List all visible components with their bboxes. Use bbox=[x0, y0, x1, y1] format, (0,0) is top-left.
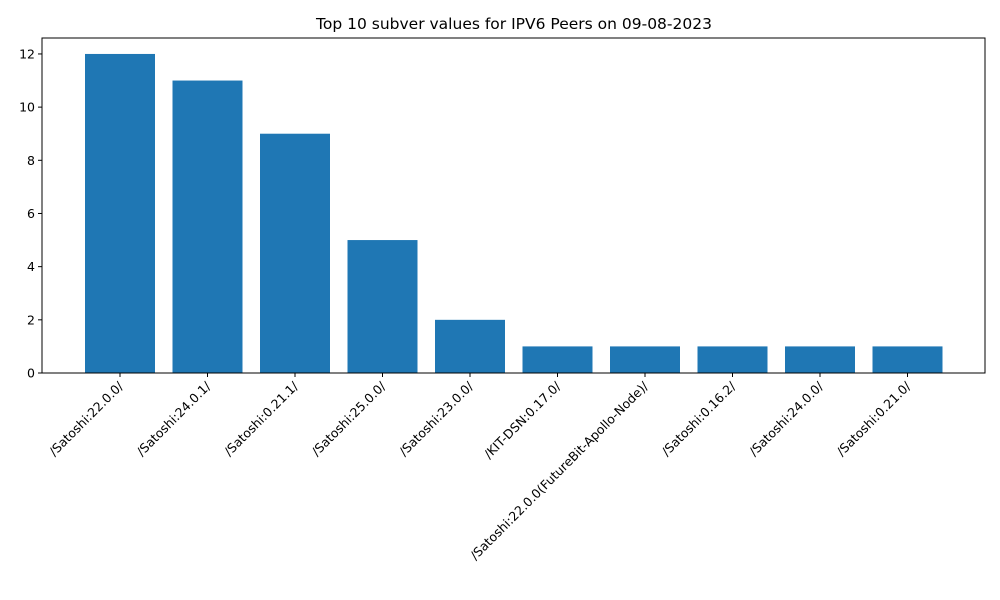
bar-8 bbox=[785, 346, 855, 373]
bar-7 bbox=[697, 346, 768, 373]
x-axis: /Satoshi:22.0.0//Satoshi:24.0.1//Satoshi… bbox=[46, 373, 914, 563]
x-tick-label-7: /Satoshi:0.16.2/ bbox=[658, 378, 739, 459]
bars-layer bbox=[85, 53, 943, 373]
x-tick-label-0: /Satoshi:22.0.0/ bbox=[46, 378, 127, 459]
x-tick-label-2: /Satoshi:0.21.1/ bbox=[221, 378, 302, 459]
chart-title: Top 10 subver values for IPV6 Peers on 0… bbox=[315, 15, 712, 33]
x-tick-label-5: /KIT-DSN:0.17.0/ bbox=[481, 378, 564, 461]
y-tick-label-1: 2 bbox=[27, 312, 35, 327]
bar-9 bbox=[872, 346, 943, 373]
x-tick-label-8: /Satoshi:24.0.0/ bbox=[746, 378, 827, 459]
x-tick-label-9: /Satoshi:0.21.0/ bbox=[833, 378, 914, 459]
x-tick-label-4: /Satoshi:23.0.0/ bbox=[396, 378, 477, 459]
plot-frame bbox=[41, 37, 986, 374]
y-tick-label-5: 10 bbox=[19, 100, 35, 115]
y-axis: 0 2 4 6 8 10 12 bbox=[19, 46, 42, 381]
bar-4 bbox=[435, 319, 505, 373]
bar-3 bbox=[347, 240, 418, 373]
bar-6 bbox=[610, 346, 680, 373]
y-tick-label-0: 0 bbox=[27, 366, 35, 381]
x-tick-label-1: /Satoshi:24.0.1/ bbox=[133, 378, 214, 459]
y-tick-label-3: 6 bbox=[27, 206, 35, 221]
y-tick-label-6: 12 bbox=[19, 46, 35, 61]
bar-0 bbox=[85, 53, 155, 373]
y-tick-label-4: 8 bbox=[27, 153, 35, 168]
bar-5 bbox=[522, 346, 593, 373]
x-tick-label-6: /Satoshi:22.0.0(FutureBit-Apollo-Node)/ bbox=[467, 378, 652, 563]
bar-2 bbox=[260, 133, 330, 373]
x-tick-label-3: /Satoshi:25.0.0/ bbox=[308, 378, 389, 459]
y-tick-label-2: 4 bbox=[27, 259, 35, 274]
bar-1 bbox=[172, 80, 243, 373]
